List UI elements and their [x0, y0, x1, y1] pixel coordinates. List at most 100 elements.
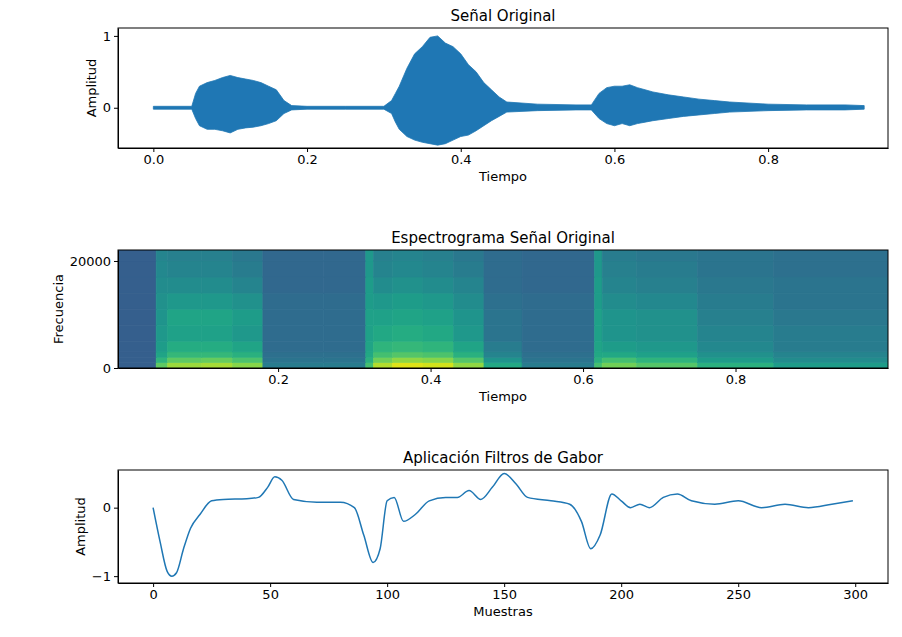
- heatmap-cell: [263, 293, 324, 309]
- tick-label: 0: [149, 587, 157, 602]
- heatmap-cell: [453, 357, 483, 362]
- tick: 250: [726, 583, 751, 602]
- tick-label: 0.0: [144, 152, 165, 167]
- x-axis-title: Tiempo: [478, 389, 527, 404]
- heatmap-cell: [366, 357, 374, 362]
- heatmap-cell: [202, 277, 232, 293]
- heatmap-cell: [324, 357, 366, 362]
- heatmap-cell: [774, 261, 888, 277]
- heatmap-cell: [263, 357, 324, 362]
- heatmap-cell: [453, 363, 483, 368]
- panel-title: Espectrograma Señal Original: [391, 229, 615, 247]
- panel: 0.20.40.60.8020000Espectrograma Señal Or…: [51, 229, 888, 404]
- tick-label: 250: [726, 587, 751, 602]
- heatmap-cell: [232, 261, 262, 277]
- tick-label: 300: [843, 587, 868, 602]
- heatmap-cell: [392, 277, 422, 293]
- heatmap-cell: [366, 293, 374, 309]
- tick-label: 100: [375, 587, 400, 602]
- heatmap-cell: [453, 341, 483, 352]
- heatmap-cell: [232, 293, 262, 309]
- heatmap-cell: [484, 363, 522, 368]
- heatmap-cell: [774, 357, 888, 362]
- plot-area: [153, 473, 853, 576]
- heatmap-cell: [156, 325, 167, 341]
- heatmap-cell: [168, 261, 202, 277]
- tick-label: 0: [103, 500, 111, 515]
- tick: 150: [492, 583, 517, 602]
- heatmap-cell: [232, 363, 262, 368]
- heatmap-cell: [324, 250, 366, 261]
- tick-label: 50: [262, 587, 279, 602]
- heatmap-cell: [453, 277, 483, 293]
- plot-area: [153, 36, 864, 145]
- panel-title: Señal Original: [450, 7, 555, 25]
- heatmap-cell: [392, 325, 422, 341]
- heatmap-cell: [118, 325, 156, 341]
- chart-svg: 0.00.20.40.60.801Señal OriginalTiempoAmp…: [0, 0, 902, 637]
- heatmap-cell: [697, 352, 773, 357]
- tick: 0.8: [726, 368, 747, 387]
- panel-title: Aplicación Filtros de Gabor: [403, 449, 604, 467]
- heatmap-cell: [232, 309, 262, 325]
- axis-line: [118, 471, 119, 584]
- axis-line: [119, 148, 889, 149]
- heatmap-cell: [423, 352, 453, 357]
- heatmap-cell: [697, 277, 773, 293]
- heatmap-cell: [168, 363, 202, 368]
- heatmap-cell: [636, 309, 697, 325]
- heatmap-cell: [594, 357, 602, 362]
- heatmap-cell: [118, 352, 156, 357]
- tick-label: 0.8: [726, 372, 747, 387]
- heatmap-cell: [774, 352, 888, 357]
- heatmap-cell: [168, 309, 202, 325]
- tick-label: 200: [609, 587, 634, 602]
- heatmap-cell: [366, 309, 374, 325]
- heatmap-cell: [263, 261, 324, 277]
- heatmap-cell: [202, 293, 232, 309]
- tick-mark: [114, 508, 118, 509]
- axis-line: [119, 368, 889, 369]
- heatmap-cell: [484, 250, 522, 261]
- heatmap-cell: [602, 277, 636, 293]
- heatmap-cell: [392, 363, 422, 368]
- tick: 300: [843, 583, 868, 602]
- axis-line: [118, 251, 119, 369]
- panel: 0.00.20.40.60.801Señal OriginalTiempoAmp…: [84, 7, 888, 184]
- heatmap-cell: [594, 325, 602, 341]
- tick: 0: [103, 361, 118, 376]
- heatmap-cell: [522, 341, 594, 352]
- heatmap-cell: [423, 363, 453, 368]
- heatmap-cell: [594, 309, 602, 325]
- heatmap-cell: [484, 277, 522, 293]
- heatmap-cell: [453, 309, 483, 325]
- heatmap-cell: [697, 261, 773, 277]
- heatmap-cell: [484, 357, 522, 362]
- tick-label: 150: [492, 587, 517, 602]
- heatmap-cell: [156, 309, 167, 325]
- heatmap-cell: [522, 309, 594, 325]
- heatmap-cell: [453, 250, 483, 261]
- heatmap-cell: [636, 352, 697, 357]
- tick: 0.4: [451, 148, 472, 167]
- heatmap-cell: [263, 250, 324, 261]
- plot-frame: [118, 470, 888, 583]
- tick-label: −1: [92, 569, 111, 584]
- tick-label: 0.8: [758, 152, 779, 167]
- heatmap-cell: [697, 357, 773, 362]
- tick-label: 20000: [70, 254, 111, 269]
- heatmap-cell: [423, 357, 453, 362]
- heatmap-cell: [484, 352, 522, 357]
- heatmap-cell: [602, 261, 636, 277]
- heatmap-cell: [453, 293, 483, 309]
- heatmap-cell: [636, 293, 697, 309]
- heatmap-cell: [232, 325, 262, 341]
- heatmap-cell: [423, 341, 453, 352]
- heatmap-cell: [392, 357, 422, 362]
- heatmap-cell: [232, 277, 262, 293]
- tick-mark: [114, 108, 118, 109]
- heatmap-cell: [453, 325, 483, 341]
- heatmap-cell: [602, 309, 636, 325]
- heatmap-cell: [522, 261, 594, 277]
- x-axis: 0.00.20.40.60.8: [119, 148, 889, 167]
